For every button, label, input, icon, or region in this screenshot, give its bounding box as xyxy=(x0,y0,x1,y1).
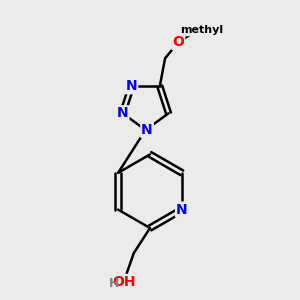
Text: methyl: methyl xyxy=(180,26,224,35)
Text: N: N xyxy=(117,106,128,120)
Text: N: N xyxy=(141,123,153,137)
Text: N: N xyxy=(126,79,137,93)
Text: O: O xyxy=(172,35,184,49)
Text: H: H xyxy=(109,278,120,290)
Text: OH: OH xyxy=(112,275,136,289)
Text: N: N xyxy=(176,202,188,217)
